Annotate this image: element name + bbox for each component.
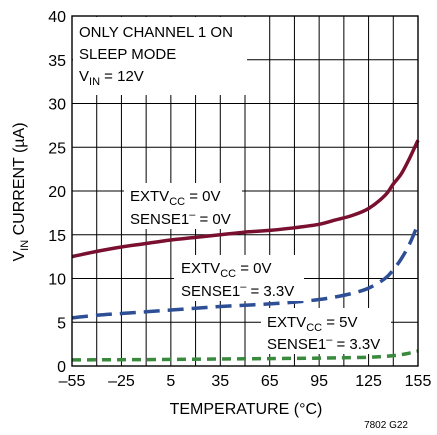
vin-rest: = 12V [100, 68, 144, 85]
figure-footnote: 7802 G22 [364, 420, 408, 431]
y-tick-label: 10 [48, 272, 66, 289]
x-tick-label: 155 [405, 373, 432, 390]
x-tick-label: 65 [261, 373, 279, 390]
x-tick-label: 35 [211, 373, 229, 390]
vin-v: V [79, 68, 89, 85]
y-tick-label: 40 [48, 9, 66, 26]
x-tick-label: 95 [310, 373, 328, 390]
x-tick-label: –25 [108, 373, 135, 390]
vin-sub: IN [89, 76, 100, 88]
y-tick-label: 30 [48, 97, 66, 114]
y-tick-label: 25 [48, 140, 66, 157]
y-axis-label: VIN CURRENT (µA) [11, 122, 31, 261]
series-2-label-line-2: SENSE1– = 3.3V [181, 281, 294, 300]
x-axis-label: TEMPERATURE (°C) [170, 401, 323, 418]
y-tick-label: 35 [48, 53, 66, 70]
series-1-label-line-2: SENSE1– = 0V [130, 209, 231, 228]
x-tick-label: 5 [166, 373, 175, 390]
y-tick-label: 15 [48, 228, 66, 245]
x-tick-label: 125 [355, 373, 382, 390]
y-tick-label: 0 [57, 359, 66, 376]
y-tick-label: 5 [57, 315, 66, 332]
condition-line-1: ONLY CHANNEL 1 ON [79, 24, 233, 41]
y-tick-label: 20 [48, 184, 66, 201]
series-3-label-line-2: SENSE1– = 3.3V [267, 334, 380, 353]
condition-line-2: SLEEP MODE [79, 46, 176, 63]
